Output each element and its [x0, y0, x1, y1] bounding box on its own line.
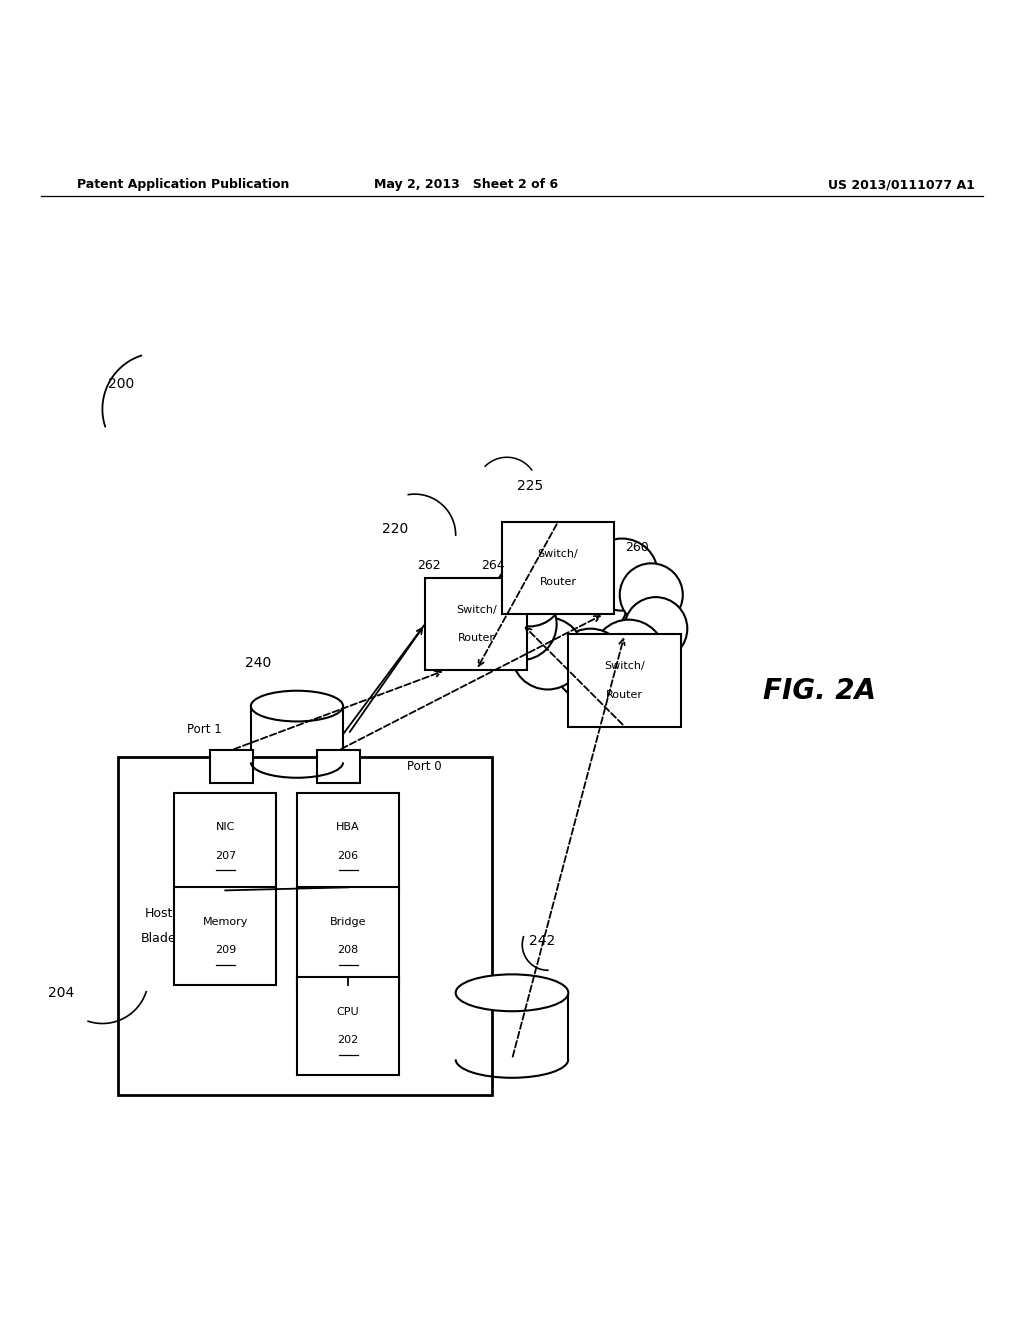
- Circle shape: [484, 589, 557, 660]
- Bar: [210, 750, 253, 783]
- Circle shape: [593, 619, 665, 692]
- Text: Bridge: Bridge: [330, 916, 367, 927]
- Circle shape: [586, 539, 658, 611]
- Bar: [568, 635, 681, 726]
- Text: Host: Host: [144, 907, 173, 920]
- Ellipse shape: [251, 690, 343, 722]
- Text: 206: 206: [338, 851, 358, 861]
- Text: Router: Router: [606, 690, 643, 700]
- Text: 262: 262: [417, 560, 440, 573]
- Circle shape: [512, 618, 584, 689]
- Text: Router: Router: [540, 577, 577, 587]
- Bar: [425, 578, 527, 671]
- Text: 209: 209: [215, 945, 236, 956]
- Circle shape: [554, 628, 627, 701]
- Text: 242: 242: [528, 933, 555, 948]
- Text: Router: Router: [458, 634, 495, 643]
- Text: HBA: HBA: [336, 822, 360, 833]
- Text: Port 0: Port 0: [407, 760, 441, 774]
- Bar: [174, 793, 276, 891]
- Text: Switch/: Switch/: [538, 549, 579, 558]
- Text: Port 1: Port 1: [187, 723, 222, 737]
- Bar: [174, 887, 276, 985]
- Text: US 2013/0111077 A1: US 2013/0111077 A1: [827, 178, 975, 191]
- Text: 200: 200: [108, 376, 134, 391]
- Text: Memory: Memory: [203, 916, 248, 927]
- Circle shape: [539, 552, 629, 643]
- Text: 225: 225: [517, 479, 544, 492]
- Circle shape: [529, 543, 593, 606]
- Text: Patent Application Publication: Patent Application Publication: [77, 178, 289, 191]
- Text: Switch/: Switch/: [604, 661, 645, 671]
- Text: 240: 240: [245, 656, 271, 671]
- Text: NIC: NIC: [216, 822, 234, 833]
- Text: 207: 207: [215, 851, 236, 861]
- Circle shape: [496, 558, 563, 627]
- Circle shape: [625, 597, 687, 660]
- Bar: [297, 793, 399, 891]
- Text: 220: 220: [382, 521, 409, 536]
- Text: May 2, 2013   Sheet 2 of 6: May 2, 2013 Sheet 2 of 6: [374, 178, 558, 191]
- Text: 204: 204: [48, 986, 75, 999]
- Bar: [317, 750, 360, 783]
- Text: Switch/: Switch/: [456, 605, 497, 615]
- Text: 264: 264: [481, 560, 505, 573]
- Bar: [297, 977, 399, 1074]
- Bar: [502, 521, 614, 614]
- Bar: [118, 758, 492, 1096]
- Text: CPU: CPU: [337, 1007, 359, 1016]
- Circle shape: [620, 564, 683, 627]
- Text: FIG. 2A: FIG. 2A: [763, 677, 876, 705]
- Bar: [297, 887, 399, 985]
- Ellipse shape: [456, 974, 568, 1011]
- Text: 202: 202: [338, 1035, 358, 1045]
- Text: 260: 260: [625, 541, 648, 554]
- Text: Blade: Blade: [141, 932, 176, 945]
- Text: 208: 208: [338, 945, 358, 956]
